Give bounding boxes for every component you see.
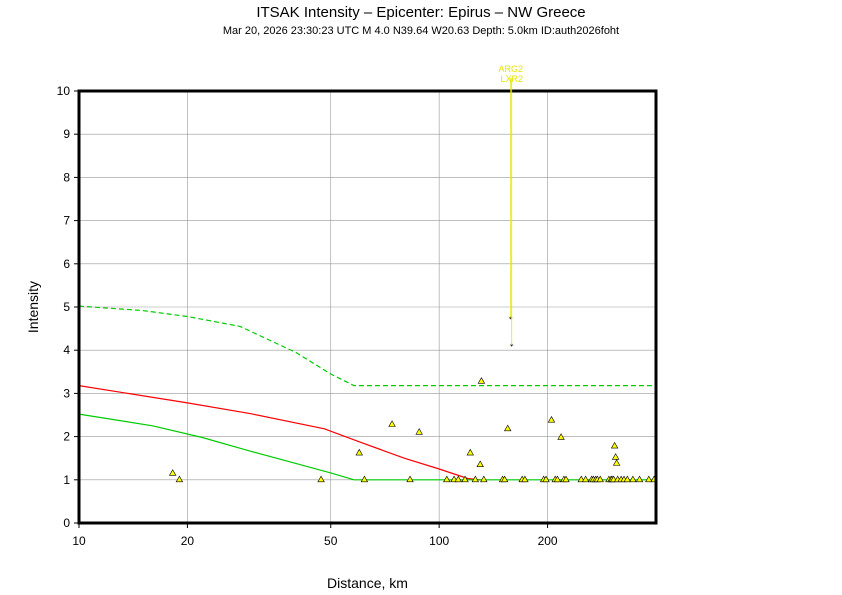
x-tick-label: 10	[72, 534, 86, 548]
station-triangle	[317, 475, 325, 483]
y-tick-label: 1	[63, 473, 70, 487]
station-triangle	[577, 475, 585, 483]
y-tick-label: 5	[63, 300, 70, 314]
station-triangle	[635, 475, 644, 483]
station-triangle	[454, 475, 462, 483]
station-triangle	[415, 428, 423, 435]
x-tick-label: 200	[538, 534, 558, 548]
station-triangle	[476, 460, 484, 467]
y-tick-label: 0	[63, 516, 70, 530]
station-triangle	[168, 469, 177, 476]
station-triangle	[542, 475, 550, 483]
station-triangle	[360, 475, 369, 483]
station-triangle	[500, 475, 509, 483]
station-triangle	[562, 475, 570, 483]
y-axis-label: Intensity	[25, 281, 41, 333]
y-tick-label: 2	[63, 430, 70, 444]
y-tick-label: 9	[63, 127, 70, 141]
station-triangle	[547, 415, 556, 423]
y-tick-label: 3	[63, 386, 70, 400]
x-tick-label: 20	[181, 534, 195, 548]
axis-ticks: 10 20 50 100 200 0 1 2 3 4 5 6 7 8 9 10	[57, 84, 558, 548]
station-triangle	[612, 459, 621, 466]
station-triangle	[581, 475, 590, 483]
station-triangle	[471, 475, 480, 483]
upper-bound-line	[78, 305, 656, 387]
station-markers	[168, 316, 658, 483]
station-triangle	[388, 420, 396, 427]
prediction-line	[78, 385, 481, 481]
station-triangle	[521, 475, 529, 483]
y-tick-label: 4	[63, 343, 70, 357]
station-triangle	[461, 475, 469, 483]
x-tick-label: 50	[324, 534, 338, 548]
y-tick-label: 6	[63, 257, 70, 271]
station-triangle	[623, 475, 632, 483]
x-axis-label: Distance, km	[327, 575, 408, 591]
station-triangle	[557, 433, 565, 440]
station-triangle	[477, 377, 486, 384]
y-tick-label: 10	[57, 84, 71, 98]
station-triangle	[645, 475, 653, 483]
station-annotation-label: ARG2	[498, 64, 523, 74]
station-triangle	[596, 475, 604, 483]
station-triangle	[466, 448, 474, 456]
station-triangle	[611, 453, 620, 460]
x-tick-label: 100	[429, 534, 449, 548]
lower-bound-line	[78, 413, 656, 481]
chart-title: ITSAK Intensity – Epicenter: Epirus – NW…	[256, 4, 586, 21]
station-triangle	[355, 448, 363, 456]
station-triangle	[629, 475, 637, 483]
grid	[79, 91, 656, 523]
y-tick-label: 7	[63, 214, 70, 228]
station-triangle	[406, 475, 414, 483]
station-triangle	[610, 441, 619, 449]
series-layer	[78, 305, 656, 481]
station-triangle	[553, 475, 562, 483]
station-triangle	[175, 475, 184, 483]
station-triangle	[443, 475, 451, 483]
station-triangle	[480, 475, 488, 483]
station-annotation-label: LXR2	[500, 74, 523, 84]
y-tick-label: 8	[63, 170, 70, 184]
chart-subtitle: Mar 20, 2026 23:30:23 UTC M 4.0 N39.64 W…	[222, 25, 620, 37]
station-triangle	[503, 424, 512, 432]
